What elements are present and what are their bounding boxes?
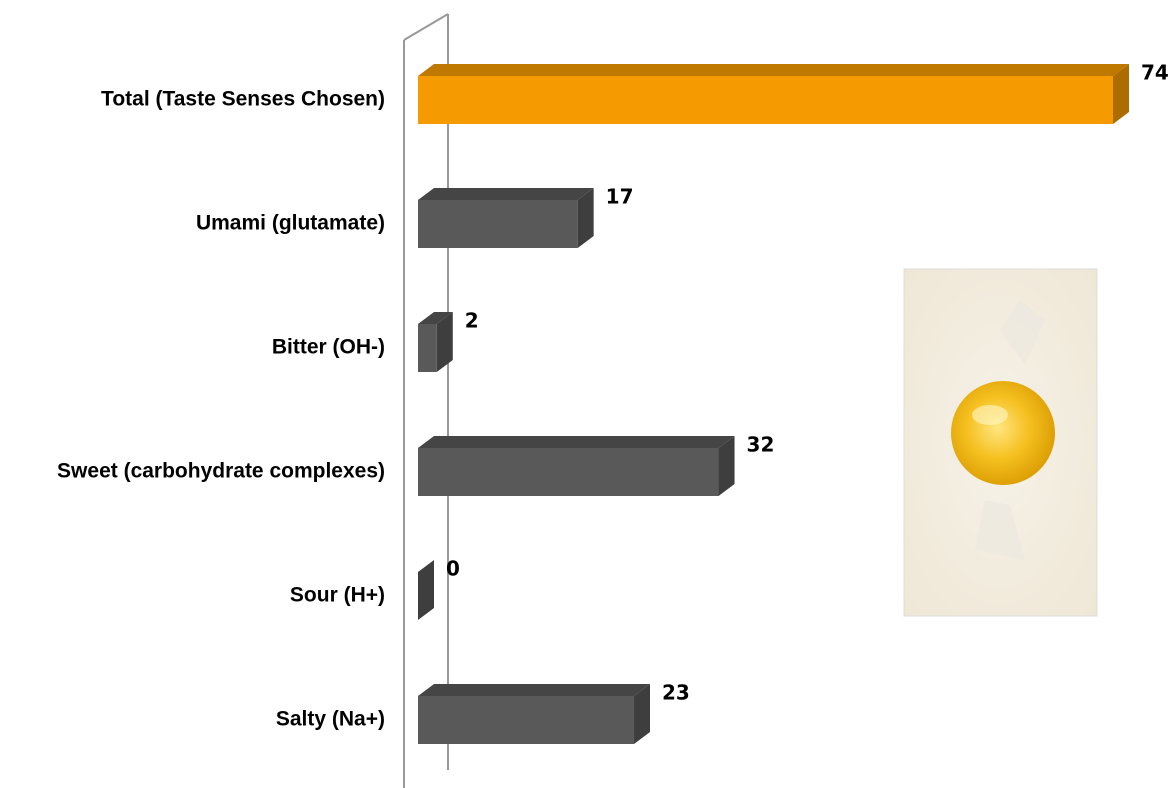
category-label: Sour (H+): [290, 584, 385, 607]
category-label: Bitter (OH-): [272, 336, 385, 359]
bar-side: [718, 436, 735, 496]
bar-top: [418, 64, 1129, 76]
value-label: 23: [662, 681, 690, 705]
value-label: 32: [747, 433, 775, 457]
value-label: 0: [446, 557, 460, 581]
bar: [418, 448, 719, 496]
category-label: Salty (Na+): [276, 708, 385, 731]
bar: [418, 324, 437, 372]
bar-top: [418, 312, 453, 324]
bar-top: [418, 188, 594, 200]
bar-side: [634, 684, 651, 744]
category-label: Sweet (carbohydrate complexes): [57, 460, 385, 483]
bar: [418, 76, 1113, 124]
value-label: 17: [606, 185, 634, 209]
candy-picture: [903, 268, 1098, 617]
category-label: Umami (glutamate): [196, 212, 385, 235]
bar-side: [436, 312, 453, 372]
bar-top: [418, 684, 651, 696]
back-wall: [403, 13, 449, 788]
value-label: 74: [1141, 61, 1169, 85]
bar-side: [577, 188, 594, 248]
bar-side: [1113, 64, 1129, 124]
category-label: Total (Taste Senses Chosen): [101, 88, 385, 111]
value-label: 2: [465, 309, 479, 333]
bar: [418, 200, 578, 248]
bar-side: [418, 560, 434, 620]
bar: [418, 696, 635, 744]
bar-top: [418, 436, 735, 448]
